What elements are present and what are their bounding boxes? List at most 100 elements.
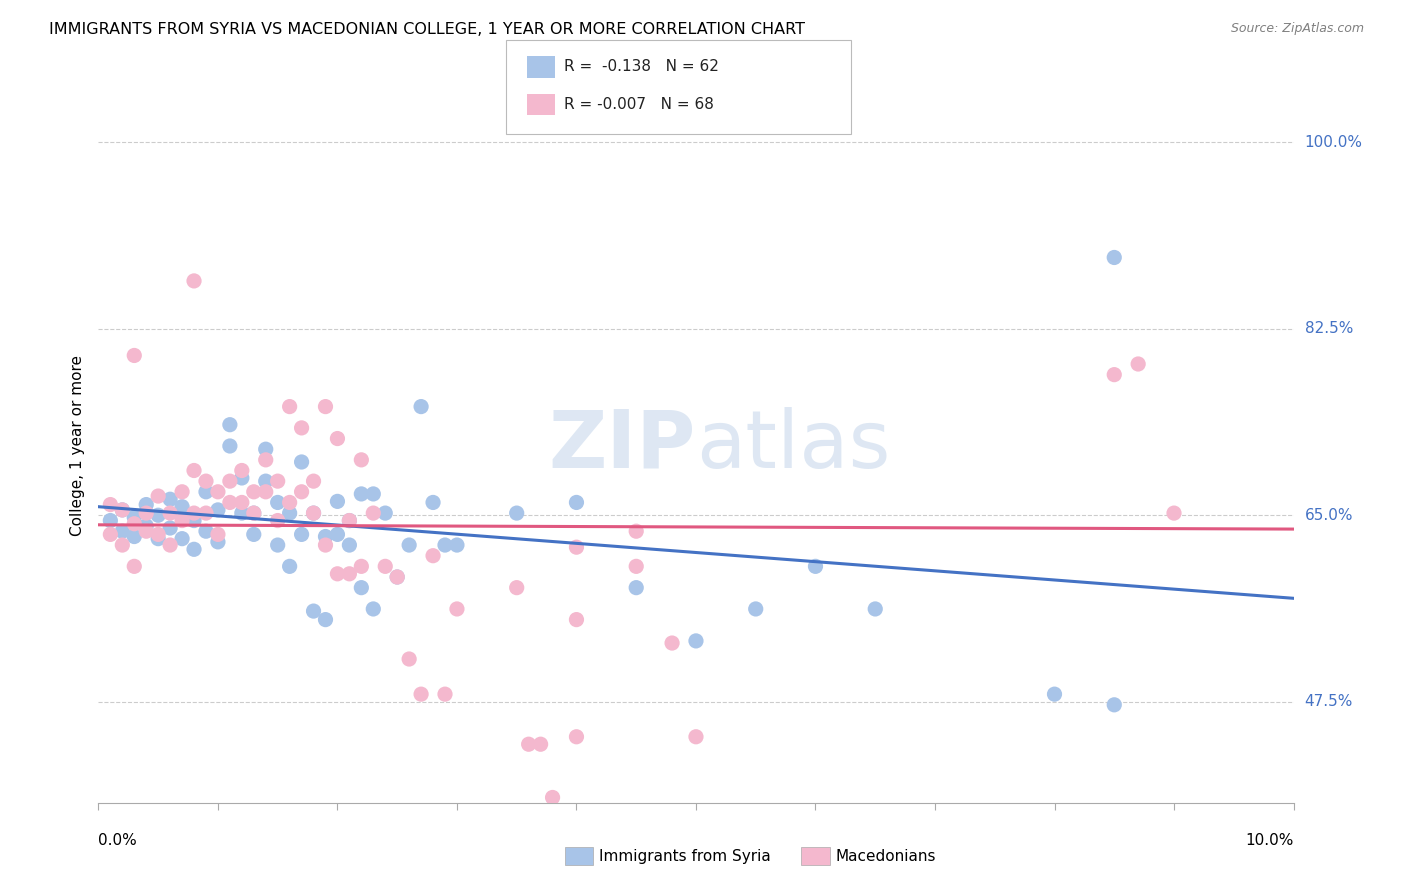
Point (350, 453, 373, 467)
Point (135, 519, 157, 533)
Point (422, 549, 444, 563)
Text: 100.0%: 100.0% (1305, 135, 1362, 150)
Text: R =  -0.138   N = 62: R = -0.138 N = 62 (564, 60, 718, 74)
Text: IMMIGRANTS FROM SYRIA VS MACEDONIAN COLLEGE, 1 YEAR OR MORE CORRELATION CHART: IMMIGRANTS FROM SYRIA VS MACEDONIAN COLL… (49, 22, 806, 37)
Point (506, 506, 529, 520)
Point (326, 494, 349, 508)
Point (172, 500, 194, 514)
Text: Macedonians: Macedonians (835, 849, 935, 863)
Point (243, 506, 266, 520)
Point (195, 524, 218, 539)
Point (517, 737, 540, 751)
Point (231, 471, 253, 485)
Point (278, 400, 301, 414)
Point (124, 349, 146, 363)
Point (98, 498, 122, 512)
Point (685, 730, 707, 744)
Point (98, 514, 122, 528)
Point (291, 527, 314, 541)
Point (207, 484, 229, 499)
Point (315, 613, 337, 627)
Point (135, 524, 157, 539)
Point (195, 506, 218, 520)
Point (195, 484, 218, 499)
Point (339, 566, 361, 581)
Point (411, 400, 433, 414)
Text: 0.0%: 0.0% (98, 833, 138, 848)
Point (385, 570, 409, 584)
Point (267, 514, 290, 528)
Point (207, 534, 229, 549)
Text: 47.5%: 47.5% (1305, 694, 1353, 709)
Point (315, 529, 337, 543)
Point (172, 484, 194, 499)
Point (183, 542, 205, 557)
Point (231, 495, 253, 509)
Point (207, 527, 229, 541)
Point (231, 463, 253, 477)
Point (254, 484, 277, 499)
Point (124, 529, 146, 543)
Point (172, 514, 194, 528)
Text: 65.0%: 65.0% (1305, 508, 1353, 523)
Point (183, 274, 205, 288)
Point (111, 503, 134, 517)
Text: R = -0.007   N = 68: R = -0.007 N = 68 (564, 97, 714, 112)
Point (363, 487, 385, 501)
Point (267, 495, 290, 509)
Point (183, 514, 205, 528)
Point (434, 538, 457, 552)
Point (506, 581, 529, 595)
Point (243, 527, 266, 541)
Point (231, 506, 253, 520)
Point (315, 400, 337, 414)
Point (434, 687, 457, 701)
Point (291, 421, 314, 435)
Point (804, 559, 827, 574)
Point (111, 503, 134, 517)
Point (254, 453, 277, 467)
Text: 10.0%: 10.0% (1246, 833, 1294, 848)
Point (363, 602, 385, 616)
Point (183, 463, 205, 477)
Point (267, 538, 290, 552)
Point (254, 442, 277, 457)
Point (159, 538, 181, 552)
Point (302, 474, 325, 488)
Point (254, 474, 277, 488)
Text: Immigrants from Syria: Immigrants from Syria (599, 849, 770, 863)
Point (374, 559, 396, 574)
Point (626, 581, 648, 595)
Point (374, 506, 396, 520)
Point (207, 503, 229, 517)
Point (530, 737, 553, 751)
Point (661, 636, 683, 650)
Point (159, 506, 181, 520)
Point (148, 527, 170, 541)
Point (398, 652, 420, 666)
Y-axis label: College, 1 year or more: College, 1 year or more (69, 356, 84, 536)
Point (350, 487, 373, 501)
Point (422, 495, 444, 509)
Point (148, 489, 170, 503)
Point (1128, 357, 1150, 371)
Point (685, 634, 707, 648)
Point (1163, 506, 1185, 520)
Point (111, 538, 134, 552)
Point (565, 540, 588, 554)
Point (243, 506, 266, 520)
Point (745, 602, 768, 616)
Point (565, 613, 588, 627)
Text: atlas: atlas (696, 407, 890, 485)
Point (1104, 368, 1126, 382)
Point (219, 439, 242, 453)
Point (111, 524, 134, 539)
Point (183, 506, 205, 520)
Point (1043, 687, 1066, 701)
Point (626, 524, 648, 539)
Point (411, 687, 433, 701)
Point (1104, 251, 1126, 265)
Point (326, 566, 349, 581)
Point (278, 506, 301, 520)
Point (385, 570, 409, 584)
